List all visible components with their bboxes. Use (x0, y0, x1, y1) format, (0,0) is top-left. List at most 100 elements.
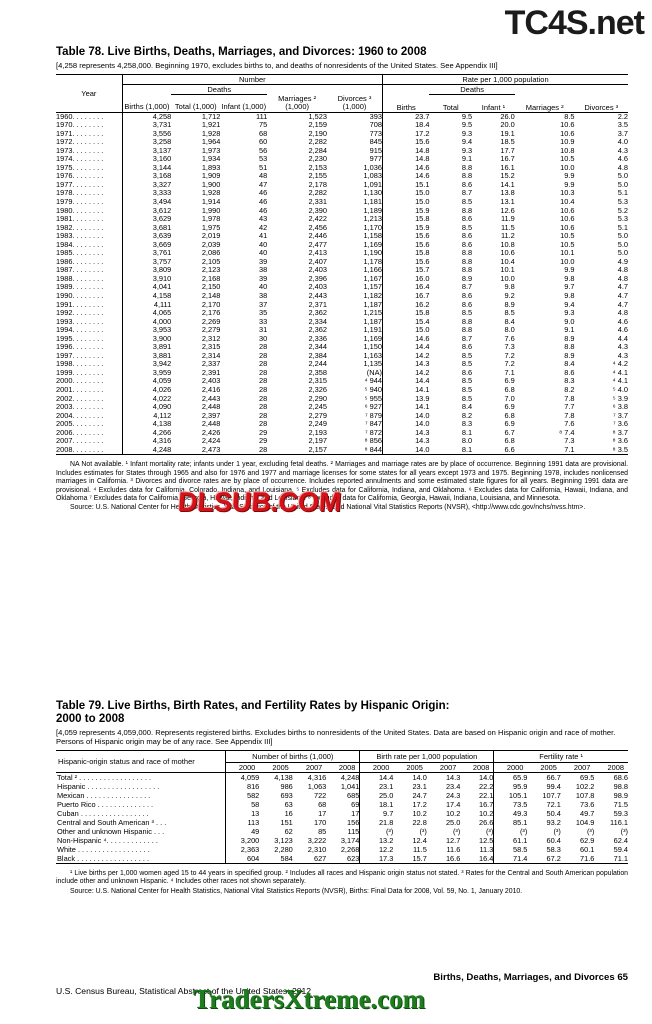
cell-divorces-rate: 3.5 (617, 120, 628, 130)
cell-deaths-total-1000: 1,928 (201, 188, 221, 198)
cell-deaths-total-1000: 1,921 (201, 120, 221, 130)
cell-marriages-rate: 10.6 (560, 120, 575, 130)
cell-deaths-infant-rate: 6.8 (504, 410, 515, 420)
table-row: 1980. . . . . . . . 3,612 1,990 46 2,390 1,18… (56, 205, 628, 216)
cell-value: 71.4 (493, 854, 528, 864)
cell-marriages-rate: 10.4 (560, 196, 575, 206)
cell-births-1000: 4,090 (121, 403, 172, 412)
cell-marriages-1000: 2,403 (308, 282, 328, 292)
table-row: 1960. . . . . . . . 4,258 1,712 111 1,523 393… (56, 111, 628, 122)
table-79-header-row-1: Hispanic-origin status and race of mothe… (56, 750, 628, 773)
table-row: 2002. . . . . . . . 4,022 2,443 28 2,290 ⁵ 95… (56, 394, 628, 404)
table-row: Other and unknown Hispanic . . . 49 62 85 11… (56, 827, 628, 836)
cell-deaths-total-rate: 8.8 (461, 316, 473, 326)
table-row: 1984. . . . . . . . 3,669 2,039 40 2,477 1,16… (56, 240, 628, 250)
table-row: Total ² . . . . . . . . . . . . . . . . … (56, 772, 628, 782)
table-row: 1977. . . . . . . . 3,327 1,900 47 2,178 1,09… (56, 179, 628, 190)
cell-divorces-rate: 4.8 (617, 265, 628, 275)
cell-divorces-rate: 4.6 (617, 154, 628, 164)
cell-deaths-infant-1000: 46 (259, 205, 268, 215)
cell-marriages-rate: 9.8 (564, 273, 575, 283)
col-year-2008-g2: 2008 (460, 762, 495, 773)
cell-year: 1974. . . . . . . . (56, 154, 104, 164)
table-78: Year Number Rate per 1,000 population De… (56, 74, 628, 456)
cell-deaths-infant-1000: 46 (259, 188, 268, 198)
cell-births-rate: 14.6 (415, 171, 430, 181)
col-year-2005-g2: 2005 (393, 762, 427, 773)
cell-deaths-total-rate: 8.8 (461, 325, 473, 335)
cell-deaths-total-rate: 8.5 (461, 359, 473, 369)
cell-deaths-total-rate: 8.6 (461, 342, 473, 352)
cell-births-1000: 4,138 (121, 420, 172, 429)
cell-births-rate: 15.8 (415, 214, 430, 224)
cell-deaths-total-1000: 2,448 (201, 419, 221, 429)
col-year-2005-g1: 2005 (259, 762, 293, 773)
col-marriages-1000: Marriages ² (1,000) (267, 94, 328, 113)
table-row: 2001. . . . . . . . 4,026 2,416 28 2,326 ⁵ 94… (56, 385, 628, 395)
table-row: 1971. . . . . . . . 3,556 1,928 68 2,190 773 1… (56, 129, 628, 139)
col-divorces-rate: Divorces ³ (574, 94, 628, 113)
cell-value: 13.2 (359, 836, 394, 845)
cell-deaths-total-rate: 8.8 (461, 162, 473, 172)
cell-value: 11.5 (412, 845, 427, 854)
table-row: White . . . . . . . . . . . . . . . . . … (56, 845, 628, 854)
col-fertility-rate-group: Fertility rate ¹ (493, 750, 628, 763)
footer-source-line: U.S. Census Bureau, Statistical Abstract… (56, 986, 312, 996)
cell-divorces-rate: ⁷ 3.6 (612, 419, 628, 429)
cell-divorces-1000: 708 (327, 120, 384, 130)
cell-marriages-1000: 2,315 (308, 376, 328, 386)
cell-marriages-rate: 7.8 (564, 410, 575, 420)
cell-divorces-1000: 1,182 (327, 291, 384, 301)
col-year-2000-g1: 2000 (225, 762, 260, 773)
table-79-title-line1: Table 79. Live Births, Birth Rates, and … (56, 700, 450, 712)
table-row: 1992. . . . . . . . 4,065 2,176 35 2,362 1,21… (56, 309, 628, 318)
cell-deaths-total-1000: 2,168 (201, 273, 221, 283)
spacer-6 (575, 85, 628, 95)
cell-deaths-total-rate: 8.6 (461, 299, 473, 309)
cell-marriages-rate: 8.6 (564, 367, 575, 377)
cell-value: 16 (284, 809, 293, 818)
table-row: 1991. . . . . . . . 4,111 2,170 37 2,371 1,18… (56, 299, 628, 310)
cell-year: 1976. . . . . . . . (56, 171, 104, 181)
cell-deaths-infant-rate: 26.0 (500, 111, 515, 121)
cell-divorces-1000: 773 (327, 129, 384, 139)
cell-year: 1973. . . . . . . . (56, 145, 104, 155)
cell-births-rate: 14.4 (415, 342, 430, 352)
cell-deaths-total-1000: 2,473 (171, 445, 221, 456)
cell-value: 11.3 (460, 845, 495, 854)
cell-row-label: Total ² . . . . . . . . . . . . . . . . … (57, 773, 152, 782)
cell-value: 986 (280, 782, 293, 791)
table-79-title-line2: 2000 to 2008 (56, 713, 125, 725)
cell-value: 116.1 (610, 818, 628, 827)
cell-year: 1987. . . . . . . . (56, 265, 104, 275)
cell-births-1000: 3,891 (121, 343, 172, 352)
cell-marriages-1000: 2,159 (308, 120, 328, 130)
cell-deaths-total-rate: 8.6 (461, 290, 473, 300)
table-78-footnote-text: NA Not available. ¹ Infant mortality rat… (56, 461, 628, 502)
cell-year: 1999. . . . . . . . (56, 367, 104, 377)
cell-value: 58.3 (546, 845, 561, 854)
cell-value: 60.1 (579, 845, 595, 854)
cell-value: 113 (225, 818, 260, 827)
cell-divorces-rate: 4.8 (617, 162, 628, 172)
cell-year: 1990. . . . . . . . (56, 290, 104, 300)
table-row: 2005. . . . . . . . 4,138 2,448 28 2,249 ⁷ 84… (56, 420, 628, 429)
cell-year: 1998. . . . . . . . (56, 359, 104, 369)
cell-deaths-infant-1000: 38 (259, 265, 268, 275)
cell-deaths-infant-1000: 47 (259, 179, 268, 189)
cell-deaths-total-1000: 1,900 (201, 179, 221, 189)
cell-value: 14.0 (460, 772, 495, 782)
cell-births-1000: 4,248 (121, 445, 172, 456)
cell-value: 12.4 (412, 836, 427, 845)
cell-marriages-rate: 8.9 (564, 350, 575, 360)
cell-deaths-total-1000: 1,934 (201, 154, 221, 164)
cell-value: 12.2 (359, 845, 394, 854)
cell-value: 105.1 (493, 791, 528, 800)
cell-divorces-1000: 1,178 (327, 257, 384, 267)
cell-births-1000: 3,757 (121, 257, 172, 267)
cell-deaths-total-rate: 8.4 (461, 402, 473, 412)
cell-births-rate: 14.6 (415, 162, 430, 172)
col-deaths-total-1000: Total (1,000) (171, 94, 221, 113)
cell-deaths-total-rate: 8.5 (461, 222, 473, 232)
cell-births-1000: 3,629 (121, 215, 172, 224)
